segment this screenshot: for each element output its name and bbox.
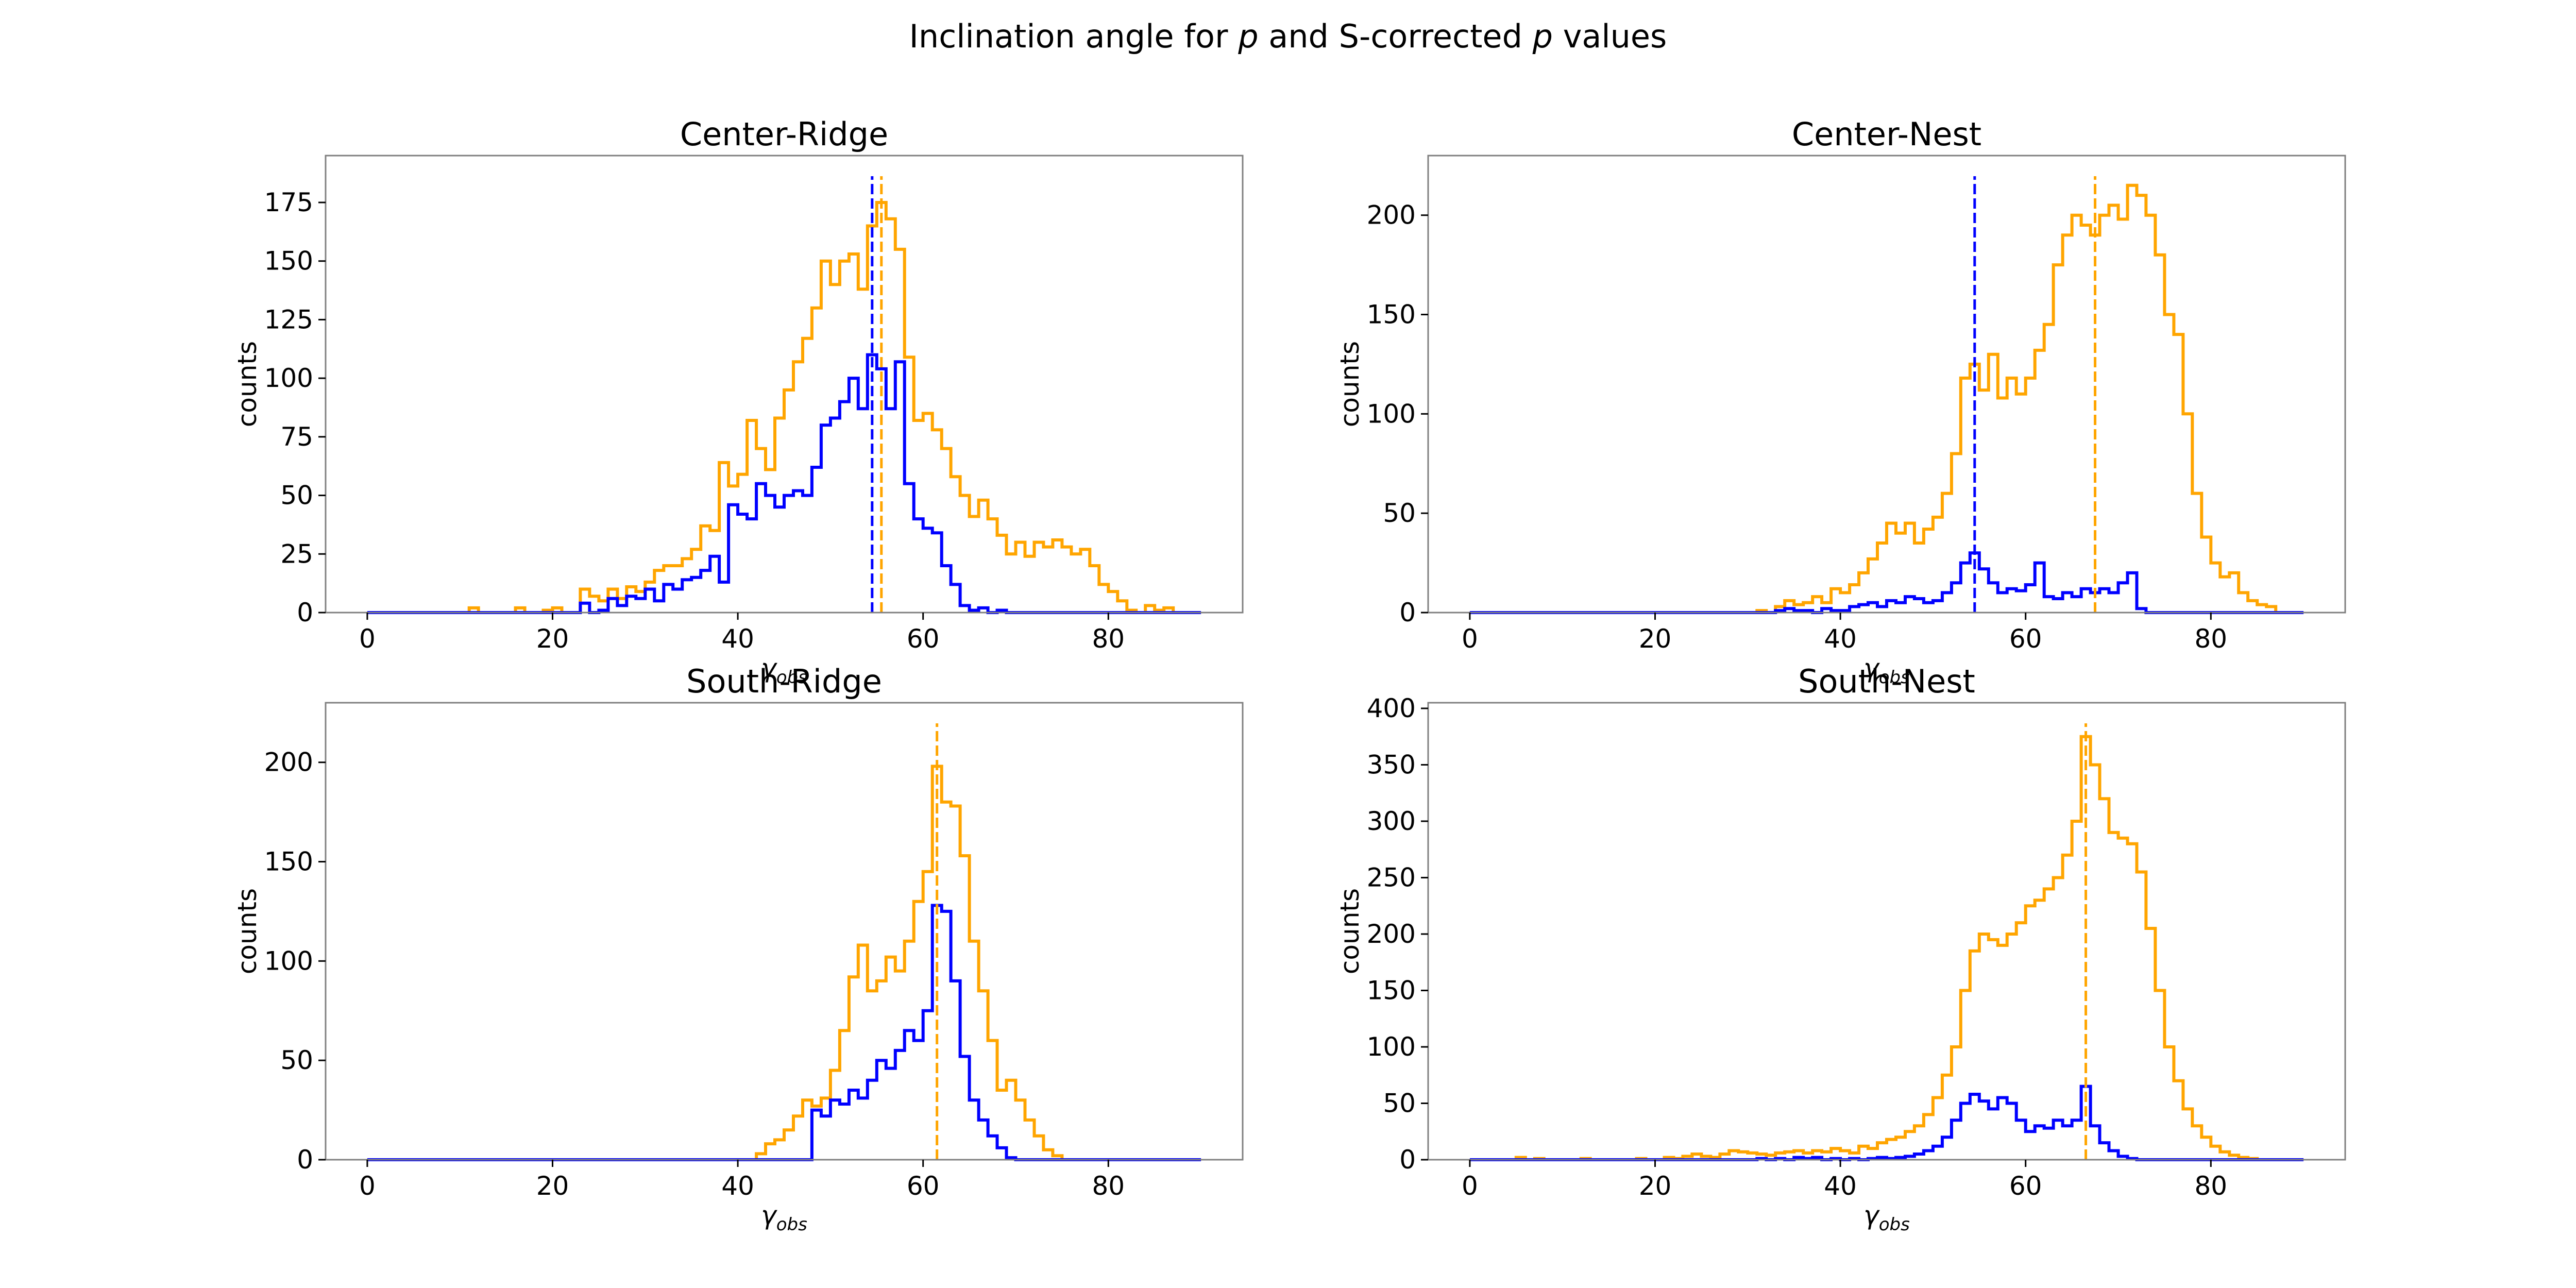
- y-axis-label: counts: [232, 341, 262, 427]
- x-axis-label: γobs: [1863, 653, 1910, 688]
- y-tick-label: 100: [264, 946, 313, 976]
- y-tick-label: 400: [1367, 693, 1416, 723]
- x-tick-label: 60: [907, 624, 940, 654]
- x-tick-label: 20: [1639, 624, 1672, 654]
- x-tick-label: 60: [2009, 1171, 2042, 1201]
- subplot-title: Center-Nest: [1792, 115, 1981, 153]
- histogram-series-corrected: [1469, 735, 2304, 1161]
- x-tick-label: 40: [721, 624, 754, 654]
- y-tick-label: 25: [280, 539, 313, 569]
- y-tick-label: 200: [264, 748, 313, 777]
- y-tick-label: 150: [1367, 975, 1416, 1005]
- subplot-south-nest: 0 20 40 60 80 0 50 100 150 200 250 300 350 400 South-N…: [1335, 663, 2346, 1235]
- y-tick-label: 50: [1383, 498, 1416, 528]
- y-tick-label: 150: [264, 847, 313, 877]
- y-tick-label: 50: [280, 1045, 313, 1075]
- y-tick-label: 150: [1367, 300, 1416, 330]
- x-tick-label: 60: [907, 1171, 940, 1201]
- x-tick-label: 20: [536, 624, 569, 654]
- x-tick-label: 0: [1462, 624, 1478, 654]
- y-tick-label: 0: [297, 598, 313, 628]
- x-tick-label: 80: [2194, 1171, 2227, 1201]
- x-tick-label: 40: [1824, 624, 1857, 654]
- x-tick-label: 80: [1092, 624, 1125, 654]
- y-tick-label: 75: [280, 422, 313, 452]
- subplot-grid: 0 20 40 60 80 0 25 50 75 100 125 150 175 Center-Ridge…: [232, 115, 2346, 1235]
- x-tick-label: 40: [721, 1171, 754, 1201]
- plot-frame: [1427, 702, 2346, 1161]
- x-axis-label: γobs: [761, 1200, 807, 1235]
- y-tick-label: 100: [1367, 1032, 1416, 1062]
- y-axis-label: counts: [1335, 341, 1365, 427]
- x-axis-label: γobs: [1863, 1200, 1910, 1235]
- plot-frame: [325, 702, 1244, 1161]
- histogram-series-corrected: [367, 765, 1201, 1161]
- histogram-series-p: [1469, 1084, 2304, 1161]
- y-tick-label: 100: [264, 363, 313, 393]
- subplot-title: South-Ridge: [686, 663, 882, 700]
- y-tick-label: 350: [1367, 750, 1416, 779]
- x-tick-label: 0: [359, 1171, 376, 1201]
- y-tick-label: 200: [1367, 919, 1416, 949]
- y-tick-label: 150: [264, 246, 313, 276]
- x-tick-label: 80: [2194, 624, 2227, 654]
- x-tick-label: 60: [2009, 624, 2042, 654]
- y-tick-label: 50: [280, 481, 313, 511]
- histogram-series-p: [367, 904, 1201, 1161]
- histogram-series-corrected: [1469, 183, 2304, 614]
- x-tick-label: 0: [1462, 1171, 1478, 1201]
- y-tick-label: 100: [1367, 399, 1416, 429]
- y-tick-label: 50: [1383, 1088, 1416, 1118]
- y-tick-label: 250: [1367, 862, 1416, 892]
- histogram-series-p: [1469, 551, 2304, 614]
- x-axis-label: γobs: [761, 653, 807, 688]
- y-tick-label: 175: [264, 188, 313, 217]
- x-tick-label: 20: [536, 1171, 569, 1201]
- y-tick-label: 0: [1399, 598, 1416, 628]
- plot-frame: [1427, 155, 2346, 614]
- y-tick-label: 125: [264, 304, 313, 334]
- y-axis-label: counts: [232, 888, 262, 974]
- subplot-center-nest: 0 20 40 60 80 0 50 100 150 200 Center-Nest counts γo…: [1335, 115, 2346, 688]
- histogram-series-corrected: [367, 201, 1201, 614]
- y-tick-label: 0: [1399, 1145, 1416, 1175]
- subplot-title: South-Nest: [1798, 663, 1975, 700]
- x-tick-label: 0: [359, 624, 376, 654]
- subplot-center-ridge: 0 20 40 60 80 0 25 50 75 100 125 150 175 Center-Ridge…: [232, 115, 1244, 688]
- y-axis-label: counts: [1335, 888, 1365, 974]
- y-tick-label: 0: [297, 1145, 313, 1175]
- subplot-title: Center-Ridge: [680, 115, 888, 153]
- x-tick-label: 40: [1824, 1171, 1857, 1201]
- y-tick-label: 300: [1367, 806, 1416, 836]
- subplot-south-ridge: 0 20 40 60 80 0 50 100 150 200 South-Ridge counts γo…: [232, 663, 1244, 1235]
- y-tick-label: 200: [1367, 200, 1416, 230]
- x-tick-label: 80: [1092, 1171, 1125, 1201]
- plot-frame: [325, 155, 1244, 614]
- figure-title: Inclination angle for p and S-corrected …: [909, 18, 1667, 55]
- x-tick-label: 20: [1639, 1171, 1672, 1201]
